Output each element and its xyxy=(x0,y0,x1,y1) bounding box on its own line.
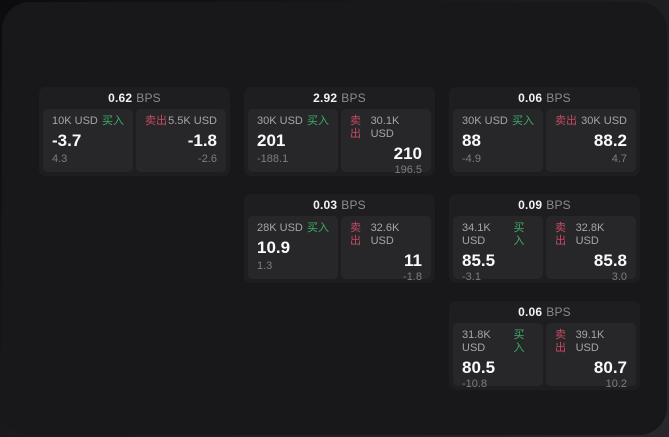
sell-button[interactable]: 卖出 xyxy=(350,222,361,247)
buy-panel[interactable]: 30K USD 买入 201 -188.1 xyxy=(248,109,338,172)
buy-button[interactable]: 买入 xyxy=(307,115,329,127)
sell-button[interactable]: 卖出 xyxy=(145,115,167,127)
bps-value: 0.03 xyxy=(313,198,338,212)
bps-header: 0.03 BPS xyxy=(248,194,431,216)
sell-delta: 3.0 xyxy=(611,271,627,283)
buy-size-label: 30K USD xyxy=(257,115,303,127)
bps-unit-label: BPS xyxy=(546,91,571,105)
sell-size-label: 32.8K USD xyxy=(575,222,605,247)
sell-price: 11 xyxy=(404,251,422,270)
buy-button[interactable]: 买入 xyxy=(102,115,124,127)
sell-panel[interactable]: 卖出 39.1K USD 80.7 10.2 xyxy=(546,323,636,390)
sell-size-label: 32.6K USD xyxy=(370,222,400,247)
buy-delta: -4.9 xyxy=(462,153,481,165)
bps-unit-label: BPS xyxy=(341,91,366,105)
quote-card: 0.62 BPS 10K USD 买入 -3.7 4.3 卖出 5.5K USD xyxy=(39,87,230,176)
sell-size-label: 30K USD xyxy=(581,115,627,127)
sell-panel[interactable]: 卖出 30.1K USD 210 196.5 xyxy=(341,109,431,176)
sell-button[interactable]: 卖出 xyxy=(555,222,566,247)
buy-delta: -3.1 xyxy=(462,271,481,283)
sell-panel[interactable]: 卖出 30K USD 88.2 4.7 xyxy=(546,109,636,172)
quote-card: 0.03 BPS 28K USD 买入 10.9 1.3 卖出 32.6K US… xyxy=(244,194,435,283)
sell-button[interactable]: 卖出 xyxy=(350,115,361,140)
bps-header: 0.62 BPS xyxy=(43,87,226,109)
sell-size-label: 30.1K USD xyxy=(370,115,400,140)
bps-unit-label: BPS xyxy=(341,198,366,212)
bps-unit-label: BPS xyxy=(136,91,161,105)
buy-panel[interactable]: 28K USD 买入 10.9 1.3 xyxy=(248,216,338,279)
sell-panel[interactable]: 卖出 32.8K USD 85.8 3.0 xyxy=(546,216,636,283)
sell-delta: -2.6 xyxy=(198,153,217,165)
quote-cards-grid: 0.62 BPS 10K USD 买入 -3.7 4.3 卖出 5.5K USD xyxy=(39,87,640,390)
bps-unit-label: BPS xyxy=(546,198,571,212)
sell-panel[interactable]: 卖出 32.6K USD 11 -1.8 xyxy=(341,216,431,283)
sell-price: 210 xyxy=(393,144,422,163)
bps-value: 0.06 xyxy=(518,305,543,319)
sell-size-label: 39.1K USD xyxy=(575,329,605,354)
bps-value: 0.62 xyxy=(108,91,133,105)
buy-size-label: 28K USD xyxy=(257,222,303,234)
buy-delta: -10.8 xyxy=(462,378,488,390)
sell-price: -1.8 xyxy=(187,131,217,150)
sell-price: 88.2 xyxy=(593,131,627,150)
buy-price: 88 xyxy=(462,131,481,150)
buy-price: 85.5 xyxy=(462,251,496,270)
sell-price: 80.7 xyxy=(593,358,627,377)
sell-button[interactable]: 卖出 xyxy=(555,115,577,127)
buy-button[interactable]: 买入 xyxy=(513,329,525,354)
buy-price: 201 xyxy=(257,131,286,150)
buy-price: 80.5 xyxy=(462,358,496,377)
bps-unit-label: BPS xyxy=(546,305,571,319)
buy-button[interactable]: 买入 xyxy=(512,115,534,127)
sell-delta: 10.2 xyxy=(605,378,627,390)
quote-card: 2.92 BPS 30K USD 买入 201 -188.1 卖出 30.1K … xyxy=(244,87,435,176)
buy-panel[interactable]: 30K USD 买入 88 -4.9 xyxy=(453,109,543,172)
buy-size-label: 31.8K USD xyxy=(462,329,491,354)
buy-delta: 4.3 xyxy=(52,153,68,165)
buy-panel[interactable]: 31.8K USD 买入 80.5 -10.8 xyxy=(453,323,543,390)
buy-panel[interactable]: 34.1K USD 买入 85.5 -3.1 xyxy=(453,216,543,283)
buy-button[interactable]: 买入 xyxy=(307,222,329,234)
buy-price: 10.9 xyxy=(257,238,291,257)
sell-delta: 4.7 xyxy=(611,153,627,165)
buy-delta: -188.1 xyxy=(257,153,289,165)
sell-delta: 196.5 xyxy=(394,164,422,176)
buy-delta: 1.3 xyxy=(257,260,273,272)
buy-panel[interactable]: 10K USD 买入 -3.7 4.3 xyxy=(43,109,133,172)
quote-card: 0.09 BPS 34.1K USD 买入 85.5 -3.1 卖出 32.8K… xyxy=(449,194,640,283)
sell-panel[interactable]: 卖出 5.5K USD -1.8 -2.6 xyxy=(136,109,226,172)
buy-button[interactable]: 买入 xyxy=(513,222,525,247)
quote-card: 0.06 BPS 30K USD 买入 88 -4.9 卖出 30K USD xyxy=(449,87,640,176)
sell-size-label: 5.5K USD xyxy=(168,115,217,127)
bps-header: 0.09 BPS xyxy=(453,194,636,216)
bps-value: 0.09 xyxy=(518,198,543,212)
buy-price: -3.7 xyxy=(52,131,82,150)
bps-header: 0.06 BPS xyxy=(453,301,636,323)
buy-size-label: 34.1K USD xyxy=(462,222,491,247)
bps-header: 0.06 BPS xyxy=(453,87,636,109)
bps-header: 2.92 BPS xyxy=(248,87,431,109)
bps-value: 0.06 xyxy=(518,91,543,105)
sell-price: 85.8 xyxy=(593,251,627,270)
sell-button[interactable]: 卖出 xyxy=(555,329,566,354)
buy-size-label: 10K USD xyxy=(52,115,98,127)
buy-size-label: 30K USD xyxy=(462,115,508,127)
sell-delta: -1.8 xyxy=(403,271,422,283)
bps-value: 2.92 xyxy=(313,91,338,105)
quote-card: 0.06 BPS 31.8K USD 买入 80.5 -10.8 卖出 39.1… xyxy=(449,301,640,390)
